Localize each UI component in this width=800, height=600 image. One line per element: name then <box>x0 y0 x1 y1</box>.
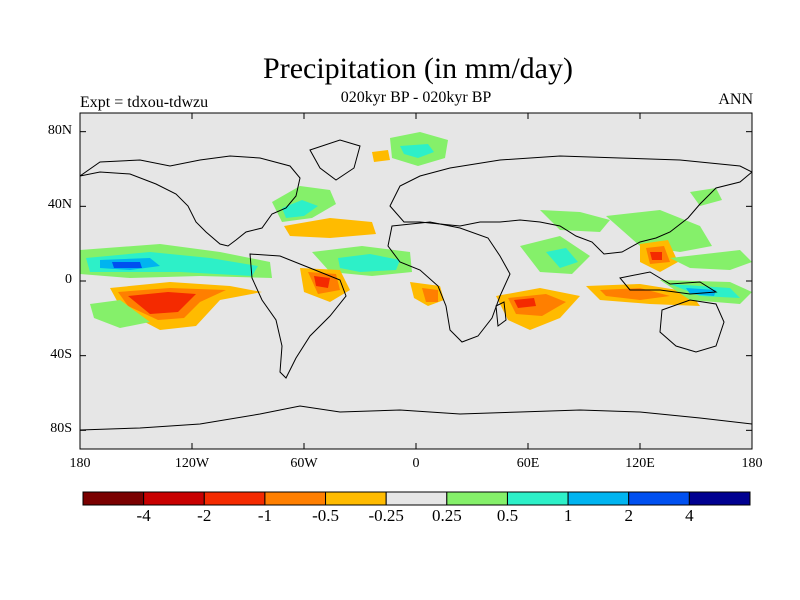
anomaly-cyan <box>282 200 318 218</box>
anomaly-cyan <box>86 252 258 276</box>
colorbar-label: -1 <box>257 506 272 525</box>
colorbar-swatch <box>385 491 448 506</box>
map-title: Precipitation (in mm/day) <box>263 52 573 85</box>
colorbar-label: 1 <box>563 506 573 525</box>
lon-tick-label: 180 <box>741 456 763 471</box>
colorbar-label: -4 <box>136 506 151 525</box>
colorbar-label: 2 <box>624 506 633 525</box>
coastlines <box>80 139 752 431</box>
coastline-africa <box>387 221 511 343</box>
colorbar-swatch <box>143 491 205 506</box>
lat-tick-label: 40N <box>47 197 72 213</box>
coastline-antarctica <box>80 405 752 431</box>
anomaly-cyan <box>546 248 578 268</box>
anomaly-red <box>314 276 330 288</box>
anomaly-green <box>670 250 752 270</box>
lat-tick-label: 80S <box>50 421 72 437</box>
coastline-greenland <box>309 139 361 181</box>
anomaly-orange <box>284 218 376 238</box>
anomaly-red <box>128 292 196 314</box>
colorbar-swatch <box>325 491 387 506</box>
experiment-label: Expt = tdxou-tdwzu <box>80 94 209 111</box>
map-subtitle: 020kyr BP - 020kyr BP <box>340 89 492 106</box>
anomaly-red <box>514 298 536 308</box>
colorbar-label: 0.25 <box>431 506 462 525</box>
anomaly-blue <box>112 262 142 268</box>
colorbar-swatch <box>688 491 751 506</box>
lon-tick-label: 60W <box>290 456 318 471</box>
lon-tick-label: 120E <box>625 456 655 471</box>
anomaly-green <box>90 300 150 328</box>
lon-tick-label: 120W <box>174 456 210 471</box>
anomaly-darkorange <box>600 288 670 300</box>
colorbar-swatch <box>628 491 690 506</box>
colorbar-label: 4 <box>685 506 694 525</box>
coastline-north-america <box>80 155 301 247</box>
anomaly-orange <box>372 150 390 162</box>
anomaly-field <box>80 132 752 330</box>
anomaly-darkorange <box>422 288 438 302</box>
colorbar <box>82 491 751 506</box>
colorbar-swatch <box>446 491 508 506</box>
coastline-south-america <box>249 253 347 379</box>
colorbar-label: -0.5 <box>312 506 339 525</box>
colorbar-label: 0.5 <box>496 506 519 525</box>
colorbar-swatch <box>203 491 266 506</box>
colorbar-label: -0.25 <box>368 506 404 525</box>
anomaly-cyan <box>338 254 400 272</box>
colorbar-swatch <box>82 491 145 506</box>
colorbar-swatch <box>506 491 569 506</box>
lon-tick-label: 60E <box>516 456 540 471</box>
coastline-madagascar <box>495 301 507 327</box>
coastline-indonesia <box>619 271 718 295</box>
colorbar-label: -2 <box>197 506 212 525</box>
coastline-eurasia <box>389 155 752 255</box>
coastline-australia <box>659 299 725 353</box>
map-background <box>80 113 752 449</box>
axis-ticks <box>79 113 753 449</box>
anomaly-green <box>540 210 610 232</box>
lon-tick-label: 180 <box>69 456 91 471</box>
lon-tick-label: 0 <box>412 456 420 471</box>
lat-tick-label: 80N <box>47 122 72 138</box>
anomaly-green <box>690 188 722 206</box>
season-label: ANN <box>718 91 753 108</box>
colorbar-swatch <box>567 491 630 506</box>
colorbar-swatch <box>264 491 327 506</box>
anomaly-cyan <box>400 144 434 158</box>
anomaly-red <box>650 252 662 260</box>
lat-tick-label: 40S <box>50 346 72 362</box>
lat-tick-label: 0 <box>65 272 72 287</box>
